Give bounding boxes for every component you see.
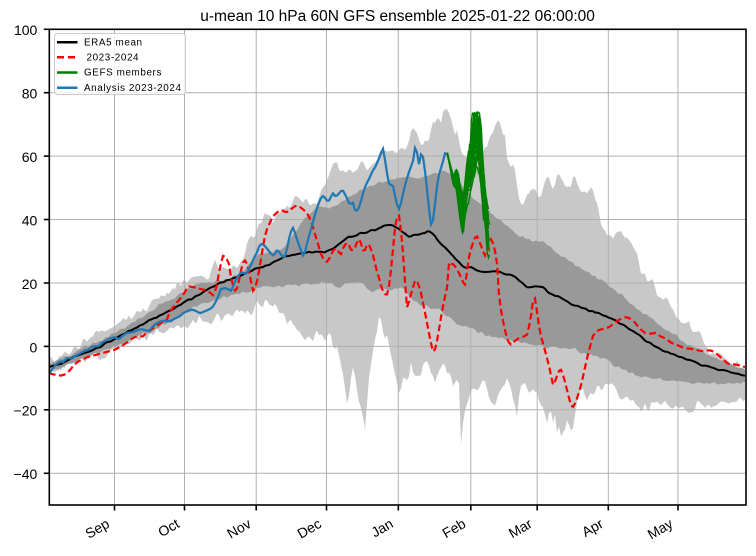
svg-text:60: 60 [22, 149, 38, 165]
svg-text:100: 100 [14, 22, 38, 38]
svg-text:2023-2024: 2023-2024 [87, 53, 140, 64]
svg-text:40: 40 [22, 212, 38, 228]
svg-text:GEFS members: GEFS members [84, 68, 162, 79]
svg-text:ERA5 mean: ERA5 mean [84, 37, 143, 48]
svg-text:Analysis 2023-2024: Analysis 2023-2024 [84, 83, 182, 94]
svg-text:−40: −40 [14, 466, 38, 482]
svg-text:20: 20 [22, 276, 38, 292]
svg-text:−20: −20 [14, 403, 38, 419]
svg-text:80: 80 [22, 86, 38, 102]
svg-text:u-mean 10 hPa 60N GFS ensemble: u-mean 10 hPa 60N GFS ensemble 2025-01-2… [200, 8, 595, 25]
svg-text:0: 0 [30, 339, 38, 355]
